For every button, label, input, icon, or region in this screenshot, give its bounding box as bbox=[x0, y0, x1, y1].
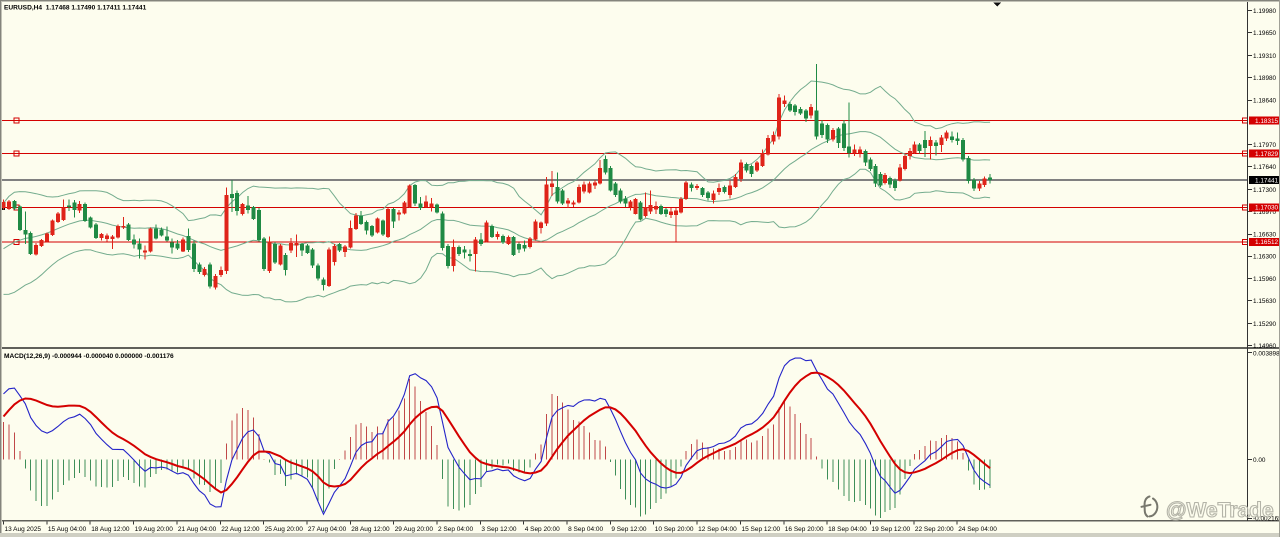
svg-text:0.003898: 0.003898 bbox=[1253, 350, 1280, 357]
svg-text:13 Aug 2025: 13 Aug 2025 bbox=[5, 526, 42, 533]
svg-text:22 Sep 20:00: 22 Sep 20:00 bbox=[915, 526, 954, 533]
svg-text:EURUSD,H4 1.17468 1.17490 1.1: EURUSD,H4 1.17468 1.17490 1.17411 1.1744… bbox=[4, 5, 147, 12]
svg-text:18 Aug 12:00: 18 Aug 12:00 bbox=[91, 526, 130, 533]
svg-text:15 Sep 12:00: 15 Sep 12:00 bbox=[742, 526, 781, 533]
svg-text:MACD(12,26,9) -0.000944 -0.000: MACD(12,26,9) -0.000944 -0.000040 0.0000… bbox=[4, 353, 174, 360]
svg-text:15 Aug 04:00: 15 Aug 04:00 bbox=[48, 526, 87, 533]
svg-text:1.17300: 1.17300 bbox=[1253, 187, 1277, 194]
svg-text:-0.002165: -0.002165 bbox=[1253, 515, 1280, 522]
svg-text:19 Sep 12:00: 19 Sep 12:00 bbox=[872, 526, 911, 533]
svg-text:1.15960: 1.15960 bbox=[1253, 276, 1277, 283]
svg-text:2 Sep 04:00: 2 Sep 04:00 bbox=[438, 526, 473, 533]
svg-text:1.15630: 1.15630 bbox=[1253, 298, 1277, 305]
svg-text:1.19650: 1.19650 bbox=[1253, 30, 1277, 37]
svg-text:1.17030: 1.17030 bbox=[1255, 205, 1279, 212]
svg-text:1.18315: 1.18315 bbox=[1255, 118, 1279, 125]
svg-text:1.17640: 1.17640 bbox=[1253, 164, 1277, 171]
svg-text:1.15290: 1.15290 bbox=[1253, 321, 1277, 328]
svg-text:10 Sep 20:00: 10 Sep 20:00 bbox=[655, 526, 694, 533]
svg-text:18 Sep 04:00: 18 Sep 04:00 bbox=[828, 526, 867, 533]
svg-text:1.16970: 1.16970 bbox=[1253, 209, 1277, 216]
svg-text:3 Sep 12:00: 3 Sep 12:00 bbox=[481, 526, 516, 533]
svg-text:1.17829: 1.17829 bbox=[1255, 151, 1279, 158]
svg-text:25 Aug 20:00: 25 Aug 20:00 bbox=[265, 526, 304, 533]
svg-text:22 Aug 12:00: 22 Aug 12:00 bbox=[221, 526, 260, 533]
svg-text:1.16300: 1.16300 bbox=[1253, 253, 1277, 260]
svg-text:24 Sep 04:00: 24 Sep 04:00 bbox=[958, 526, 997, 533]
svg-text:1.14960: 1.14960 bbox=[1253, 343, 1277, 350]
svg-text:16 Sep 20:00: 16 Sep 20:00 bbox=[785, 526, 824, 533]
svg-text:1.16630: 1.16630 bbox=[1253, 231, 1277, 238]
svg-text:29 Aug 20:00: 29 Aug 20:00 bbox=[395, 526, 434, 533]
svg-text:12 Sep 04:00: 12 Sep 04:00 bbox=[698, 526, 737, 533]
svg-text:1.18640: 1.18640 bbox=[1253, 97, 1277, 104]
svg-text:1.19310: 1.19310 bbox=[1253, 53, 1277, 60]
svg-text:1.19980: 1.19980 bbox=[1253, 8, 1277, 15]
svg-text:0.00: 0.00 bbox=[1253, 457, 1266, 464]
svg-text:27 Aug 04:00: 27 Aug 04:00 bbox=[308, 526, 347, 533]
svg-text:1.17441: 1.17441 bbox=[1255, 177, 1279, 184]
svg-text:1.16512: 1.16512 bbox=[1255, 239, 1279, 246]
svg-text:1.17970: 1.17970 bbox=[1253, 142, 1277, 149]
svg-text:19 Aug 20:00: 19 Aug 20:00 bbox=[135, 526, 174, 533]
svg-text:4 Sep 20:00: 4 Sep 20:00 bbox=[525, 526, 560, 533]
svg-text:@WeTrade: @WeTrade bbox=[1166, 499, 1274, 522]
svg-text:8 Sep 04:00: 8 Sep 04:00 bbox=[568, 526, 603, 533]
svg-text:28 Aug 12:00: 28 Aug 12:00 bbox=[351, 526, 390, 533]
svg-text:9 Sep 12:00: 9 Sep 12:00 bbox=[611, 526, 646, 533]
svg-text:21 Aug 04:00: 21 Aug 04:00 bbox=[178, 526, 217, 533]
svg-text:1.18980: 1.18980 bbox=[1253, 75, 1277, 82]
